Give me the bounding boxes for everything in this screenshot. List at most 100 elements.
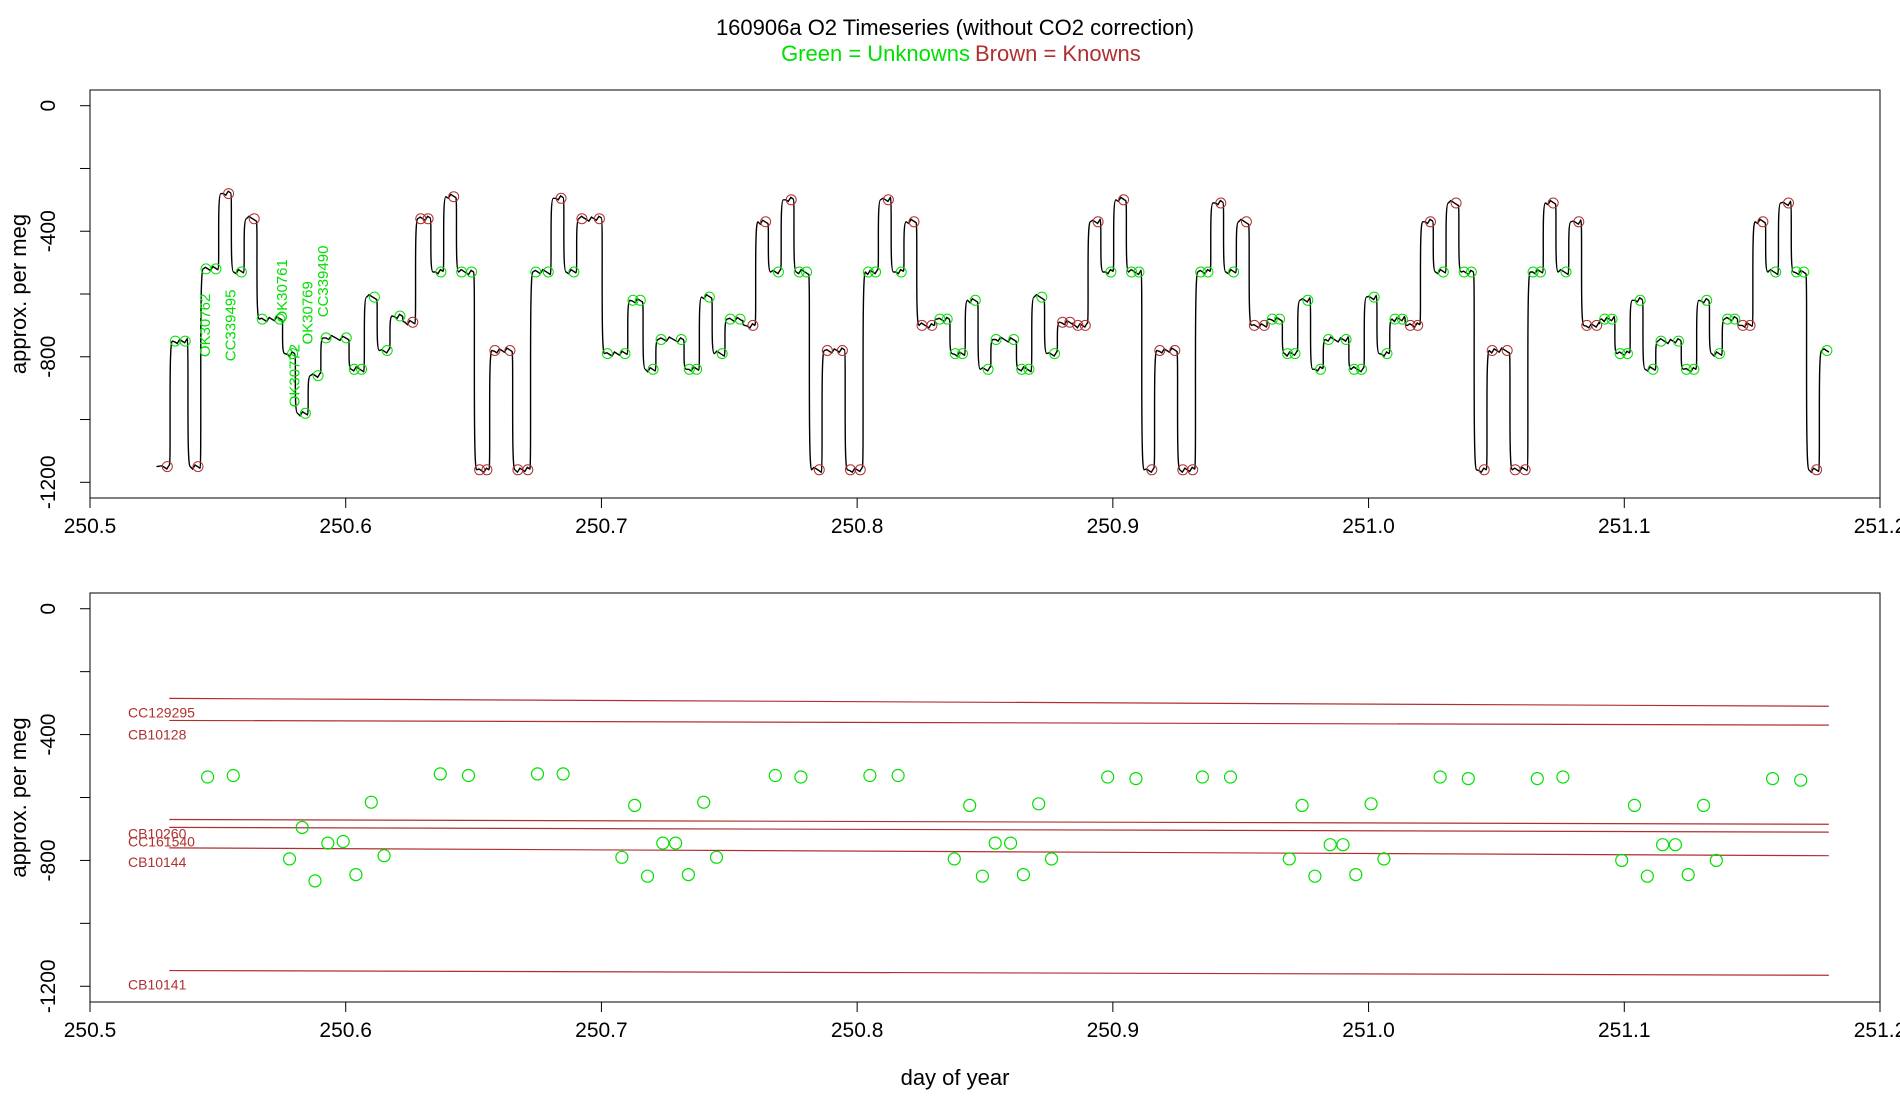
top-known-marker [1169,345,1181,356]
unknown-point [321,836,335,850]
top-known-marker [1486,345,1498,356]
top-sample-label: OK30769 [299,281,316,344]
known-line-label: CB10144 [128,854,187,870]
top-unknown-marker [530,266,542,278]
top-known-marker [448,191,460,203]
top-unknown-marker [1049,348,1061,360]
top-unknown-marker [627,294,639,306]
top-unknown-marker [200,263,212,275]
top-unknown-marker [1396,313,1408,325]
top-x-tick-label: 250.5 [64,515,117,538]
unknown-point [709,850,724,864]
top-known-marker [489,345,501,356]
top-y-tick-label: -800 [37,336,60,378]
top-unknown-marker [312,370,324,382]
top-unknown-marker [1770,266,1782,278]
top-unknown-marker [568,266,580,278]
unknown-point [1223,770,1238,784]
known-line-label: CB10141 [128,977,187,993]
top-known-marker [248,213,260,225]
bottom-plot-frame [89,592,1881,1003]
top-known-marker [916,319,928,331]
top-unknown-marker [1389,313,1401,325]
bottom-y-axis-label: approx. per meg [6,717,31,877]
top-unknown-marker [381,345,393,356]
unknown-point [681,867,696,882]
top-unknown-marker [1323,334,1334,345]
unknown-point [349,867,363,882]
top-unknown-marker [941,313,953,325]
top-unknown-marker [1023,363,1035,375]
unknown-point [1696,798,1711,813]
top-known-marker [1744,319,1756,331]
top-known-marker [1757,216,1769,228]
known-line-CB10144 [169,847,1829,857]
top-known-marker [1248,319,1260,331]
top-unknown-marker [1126,266,1138,278]
known-line-CB10141 [169,969,1829,976]
top-unknown-marker [1195,266,1207,278]
top-unknown-marker [542,266,554,278]
unknown-point [1530,771,1544,786]
bottom-y-tick-label: -1200 [37,959,60,1013]
bottom-x-tick-label: 251.2 [1854,1019,1900,1042]
top-x-tick-label: 250.8 [831,515,884,538]
top-known-marker [1783,197,1794,209]
top-known-marker [1811,464,1823,476]
top-known-marker [1404,319,1416,331]
top-unknown-marker [1527,266,1539,278]
top-known-marker [1509,464,1521,476]
unknown-point [1655,838,1670,852]
unknown-point [1044,852,1059,866]
top-known-marker [512,464,524,476]
top-unknown-marker [1714,348,1725,360]
top-unknown-marker [1791,266,1802,278]
top-unknown-marker [934,313,946,325]
unknown-point [377,849,391,863]
top-known-marker [1146,464,1158,476]
top-unknown-marker [1289,348,1301,360]
unknown-point [697,795,711,809]
top-unknown-marker [340,332,352,344]
top-known-marker [1547,197,1559,209]
bottom-x-tick-label: 250.9 [1087,1019,1140,1042]
top-known-marker [813,464,825,476]
unknown-point [1195,770,1210,784]
top-unknown-marker [1722,313,1733,325]
top-known-marker [415,213,427,225]
unknown-point [668,836,683,850]
unknown-point [863,768,877,783]
top-known-marker [1064,316,1076,328]
top-unknown-marker [1560,266,1572,278]
top-unknown-marker [235,266,247,278]
top-unknown-marker [1821,345,1833,356]
top-sample-label: CC339495 [223,290,240,362]
known-line-label: CB10260 [128,826,187,842]
unknown-point [1709,853,1723,868]
unknown-point [1627,798,1642,813]
top-unknown-marker [1036,291,1048,303]
unknown-point [226,768,240,783]
top-sample-label: OK30761 [274,259,291,322]
top-unknown-marker [1688,363,1700,375]
unknown-point [308,874,322,888]
bottom-y-tick-label: 0 [37,603,60,615]
top-known-marker [1240,216,1252,228]
top-unknown-marker [1535,266,1546,278]
unknown-point [628,798,642,813]
top-unknown-marker [466,266,478,278]
unknown-point [295,820,309,835]
unknown-point [963,798,977,813]
top-unknown-marker [274,313,286,325]
bottom-x-tick-label: 251.0 [1342,1019,1395,1042]
top-unknown-marker [1348,363,1360,375]
unknown-point [988,836,1002,850]
unknown-point [1003,836,1018,850]
known-line-CC129295 [169,697,1829,707]
known-line-label: CB10128 [128,726,187,742]
unknown-point [1308,869,1322,883]
unknown-point [1349,867,1363,882]
unknown-point [461,768,476,783]
unknown-point [1668,838,1683,852]
unknown-point [1282,852,1296,866]
